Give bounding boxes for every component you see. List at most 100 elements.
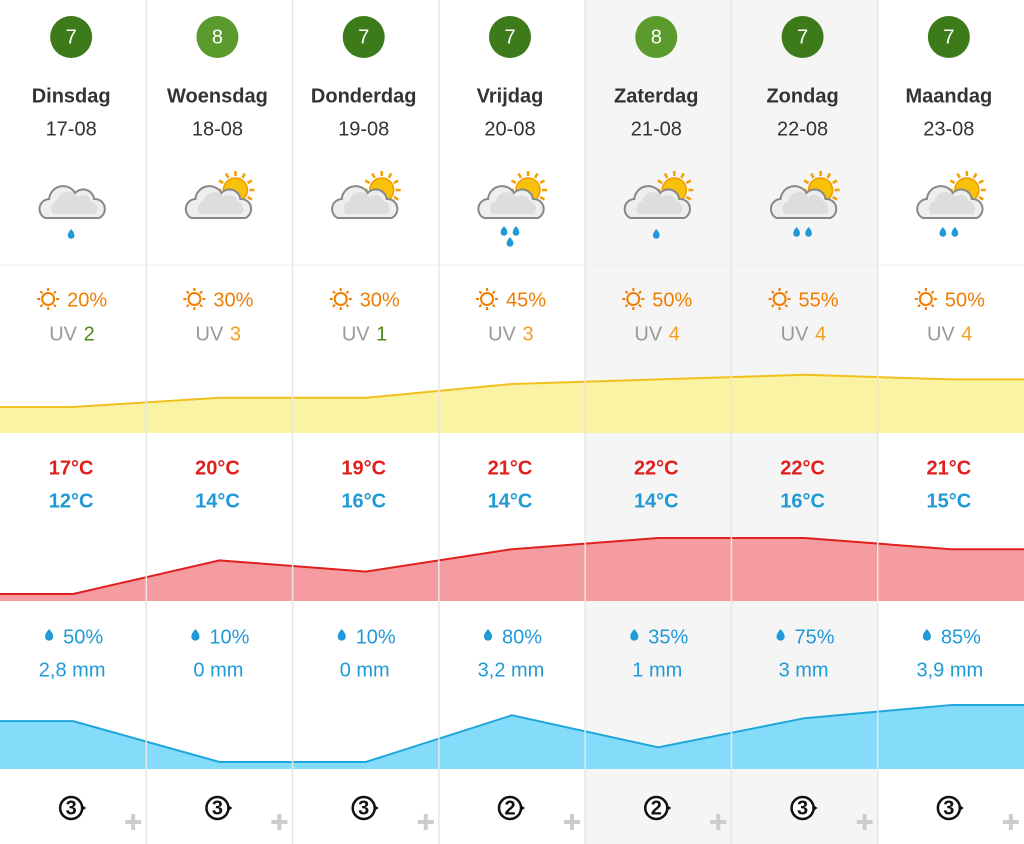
icon-cloud-inner <box>197 192 244 214</box>
icon-cloud-inner <box>490 192 536 214</box>
drop-icon <box>191 629 200 641</box>
wind-force: 3 <box>212 797 223 819</box>
drop-icon <box>951 227 959 237</box>
sun-ray <box>638 303 642 308</box>
temp-max: 20°C <box>195 457 240 479</box>
rain-percent: 10% <box>209 626 249 648</box>
drop-icon <box>506 237 514 247</box>
sun-ray <box>332 290 336 295</box>
uv-index: 4 <box>961 323 972 345</box>
expand-plus[interactable] <box>1002 814 1019 830</box>
temp-max: 19°C <box>341 457 386 479</box>
icon-sun-ray <box>657 179 663 185</box>
rain-mm: 1 mm <box>632 659 682 681</box>
expand-plus[interactable] <box>710 814 727 830</box>
icon-sun-ray <box>685 195 692 201</box>
rain-mm: 3 mm <box>779 659 829 681</box>
expand-plus[interactable] <box>271 814 288 830</box>
uv-label: UV <box>488 323 516 345</box>
icon-sun-ray <box>972 172 978 179</box>
date: 18-08 <box>192 118 243 140</box>
expand-plus[interactable] <box>856 814 873 830</box>
drop-icon <box>630 629 639 641</box>
icon-cloud-inner <box>636 192 683 214</box>
icon-sun-ray <box>832 195 838 201</box>
temp-max: 17°C <box>49 457 94 479</box>
icon-sun-ray <box>978 179 984 185</box>
sun-percent: 50% <box>945 289 985 311</box>
score-badge <box>927 16 970 58</box>
score: 7 <box>358 26 369 48</box>
sun-ray <box>332 303 336 308</box>
sun-ray <box>345 290 350 295</box>
uv-label: UV <box>927 323 955 345</box>
day-column: 7 Zondag 22-08 55% UV 4 22°C 16°C 75% 3 mm 3 <box>766 16 873 830</box>
date: 17-08 <box>46 118 97 140</box>
uv-label: UV <box>196 323 224 345</box>
temp-min: 14°C <box>634 490 679 512</box>
sun-icon <box>480 292 494 306</box>
temp-max: 21°C <box>488 457 533 479</box>
icon-sun-ray <box>680 172 685 179</box>
temp-min: 16°C <box>341 490 386 512</box>
temp-max: 22°C <box>780 457 825 479</box>
wind-force: 3 <box>66 797 77 819</box>
day-column: 8 Woensdag 18-08 30% UV 3 20°C 14°C 10% 0 mm 3 <box>167 16 288 830</box>
score-badge <box>50 16 93 58</box>
sun-ray <box>199 290 203 295</box>
uv-label: UV <box>49 323 77 345</box>
uv-index: 4 <box>815 323 826 345</box>
icon-sun-ray <box>387 172 393 179</box>
sun-ray <box>491 290 496 295</box>
sun-area <box>0 374 1024 433</box>
wind-circle <box>497 795 523 821</box>
wind-force: 3 <box>797 797 808 819</box>
icon-sun-ray <box>809 172 815 179</box>
expand-plus[interactable] <box>564 814 580 830</box>
uv-index: 1 <box>376 323 387 345</box>
rain-percent: 85% <box>941 626 981 648</box>
icon-sun-ray <box>949 179 956 185</box>
score-badge <box>489 16 531 58</box>
icon-sun-ray <box>539 195 546 201</box>
uv-index: 4 <box>669 323 680 345</box>
date: 21-08 <box>631 118 682 140</box>
wind-force: 2 <box>651 797 662 819</box>
expand-plus[interactable] <box>125 814 142 830</box>
sun-ray <box>345 303 350 308</box>
sun-percent: 30% <box>213 289 253 311</box>
wind-circle <box>644 795 669 821</box>
wind-circle <box>790 795 815 821</box>
sun-ray <box>53 303 57 308</box>
sun-icon <box>626 292 641 306</box>
icon-sun-ray <box>832 179 838 185</box>
icon-cloud-inner <box>782 192 829 214</box>
rain-percent: 10% <box>356 626 396 648</box>
drop-icon <box>45 629 54 641</box>
score-badge <box>635 16 678 58</box>
icon-sun-ray <box>803 179 810 185</box>
drop-icon <box>512 226 520 236</box>
icon-sun-ray <box>393 195 399 201</box>
sun-ray <box>917 303 921 308</box>
icon-sun-ray <box>978 195 984 201</box>
wind-force: 3 <box>943 797 954 819</box>
day-name: Donderdag <box>311 85 417 107</box>
icon-cloud-inner <box>928 192 975 214</box>
uv-label: UV <box>634 323 662 345</box>
rain-area <box>0 705 1024 769</box>
expand-plus[interactable] <box>417 814 434 830</box>
score: 8 <box>212 26 223 48</box>
sun-icon <box>41 292 56 306</box>
rain-mm: 0 mm <box>193 659 243 681</box>
day-name: Zaterdag <box>614 85 698 107</box>
uv-label: UV <box>342 323 370 345</box>
icon-sun-ray <box>224 172 230 179</box>
icon-sun-ray <box>371 172 376 179</box>
sun-ray <box>624 290 629 295</box>
wind-circle <box>205 795 230 821</box>
temp-max: 21°C <box>927 457 972 479</box>
rain-mm: 0 mm <box>340 659 390 681</box>
drop-icon <box>939 227 947 237</box>
drop-icon <box>337 629 346 641</box>
